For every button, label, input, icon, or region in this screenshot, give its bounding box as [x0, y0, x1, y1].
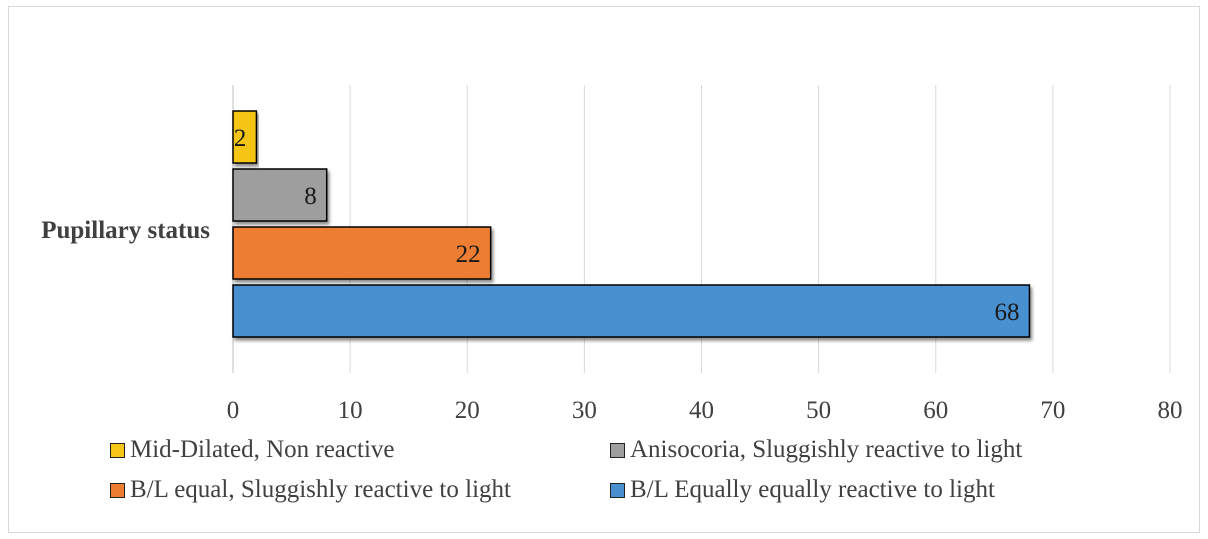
x-tick-label: 10: [338, 397, 363, 424]
data-label-3: 68: [994, 299, 1019, 326]
x-tick-label: 40: [689, 397, 714, 424]
x-axis-ticks: 0 10 20 30 40 50 60 70 80: [227, 397, 1183, 424]
category-label: Pupillary status: [41, 217, 210, 244]
legend-swatch: [110, 442, 125, 458]
legend-item-mid-dilated: Mid-Dilated, Non reactive: [110, 436, 395, 464]
bars: [232, 110, 1031, 338]
x-tick-label: 60: [923, 397, 948, 424]
bar-2: [232, 226, 492, 280]
data-labels: 2 8 22 68: [234, 125, 1020, 326]
x-tick-label: 70: [1040, 397, 1065, 424]
legend-label: Mid-Dilated, Non reactive: [130, 436, 395, 463]
legend-label: Anisocoria, Sluggishly reactive to light: [630, 436, 1023, 463]
legend-item-anisocoria: Anisocoria, Sluggishly reactive to light: [610, 436, 1022, 464]
legend-swatch: [110, 482, 125, 498]
bar-3: [232, 284, 1031, 338]
legend-item-bl-sluggish: B/L equal, Sluggishly reactive to light: [110, 476, 511, 504]
data-label-0: 2: [234, 125, 247, 152]
legend-item-bl-equal: B/L Equally equally reactive to light: [610, 476, 995, 504]
x-tick-label: 30: [572, 397, 597, 424]
x-tick-label: 20: [455, 397, 480, 424]
x-tick-label: 0: [227, 397, 240, 424]
legend-swatch: [610, 442, 625, 458]
legend-label: B/L Equally equally reactive to light: [630, 476, 995, 503]
x-tick-label: 80: [1158, 397, 1183, 424]
chart-frame: [8, 6, 1200, 533]
bar-0: [232, 110, 258, 164]
data-label-2: 22: [456, 241, 481, 268]
bar-1: [232, 168, 328, 222]
data-label-1: 8: [304, 183, 317, 210]
legend-label: B/L equal, Sluggishly reactive to light: [130, 476, 511, 503]
x-tick-label: 50: [806, 397, 831, 424]
legend-swatch: [610, 482, 625, 498]
